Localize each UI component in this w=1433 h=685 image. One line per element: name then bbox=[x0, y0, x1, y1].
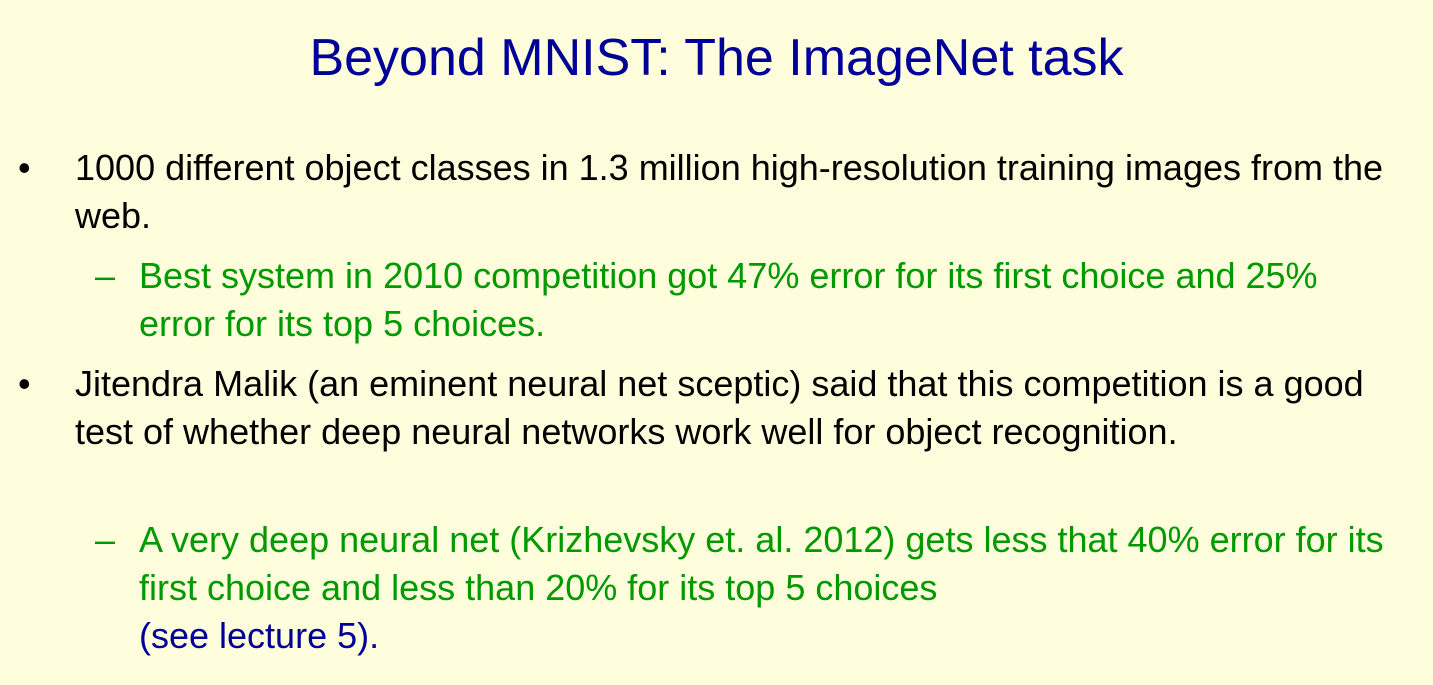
bullet-item: • Jitendra Malik (an eminent neural net … bbox=[18, 360, 1418, 456]
sub-bullet-item: – A very deep neural net (Krizhevsky et.… bbox=[95, 516, 1415, 660]
sub-bullet-text-container: A very deep neural net (Krizhevsky et. a… bbox=[139, 516, 1399, 660]
bullet-marker: • bbox=[18, 147, 31, 188]
bullet-marker: • bbox=[18, 363, 31, 404]
slide-title: Beyond MNIST: The ImageNet task bbox=[309, 29, 1124, 87]
lecture-reference: (see lecture 5). bbox=[139, 615, 380, 656]
sub-bullet-text: A very deep neural net (Krizhevsky et. a… bbox=[139, 519, 1384, 608]
sub-bullet-marker: – bbox=[95, 519, 116, 560]
bullet-text: 1000 different object classes in 1.3 mil… bbox=[75, 147, 1384, 236]
sub-bullet-text: Best system in 2010 competition got 47% … bbox=[139, 255, 1318, 344]
sub-bullet-marker: – bbox=[95, 255, 116, 296]
sub-bullet-item: – Best system in 2010 competition got 47… bbox=[95, 252, 1415, 348]
bullet-text: Jitendra Malik (an eminent neural net sc… bbox=[75, 363, 1364, 452]
bullet-item: • 1000 different object classes in 1.3 m… bbox=[18, 144, 1418, 240]
